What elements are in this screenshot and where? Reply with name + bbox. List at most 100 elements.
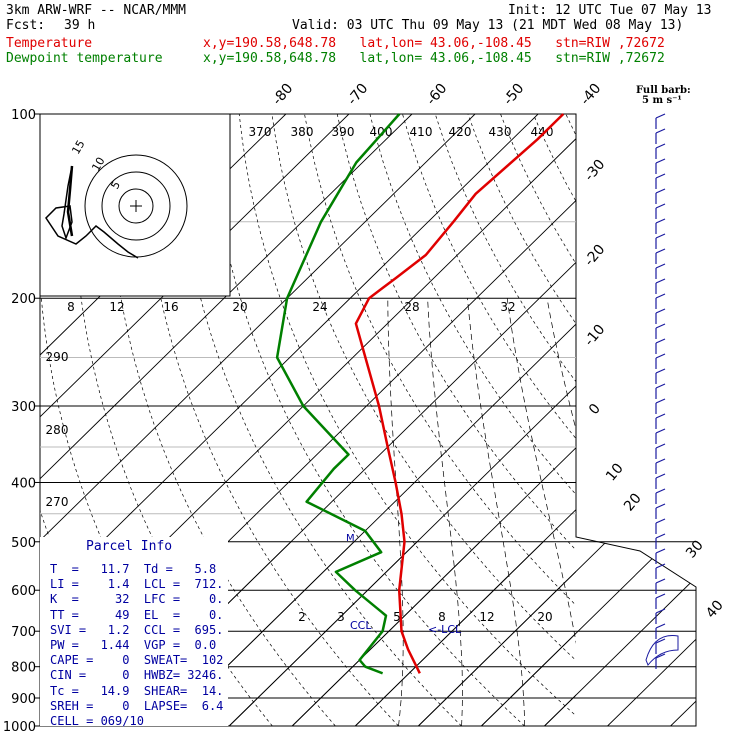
theta-label: 270 — [46, 495, 69, 509]
dry-adiabats — [40, 114, 740, 726]
pressure-tick-label: 900 — [11, 692, 36, 707]
dry-adiabat — [206, 114, 525, 726]
wind-barb-flag — [655, 158, 666, 164]
pressure-tick-label: 400 — [11, 476, 36, 491]
wind-barb-flag — [655, 428, 666, 434]
hodograph-trace-bold — [66, 165, 74, 237]
hodograph-speed-tick: 28 — [404, 300, 419, 314]
m-marker: M — [346, 533, 355, 544]
wind-barb-flag — [655, 113, 666, 119]
dry-adiabat — [565, 114, 576, 137]
wind-barb-flag — [655, 488, 666, 494]
isotherm-line — [481, 541, 670, 726]
isotherm-label: 0 — [586, 401, 604, 418]
wind-barb-flag — [655, 128, 666, 134]
isotherm-line — [291, 447, 576, 726]
hodograph-ring — [101, 171, 171, 241]
moist-adiabat — [427, 298, 463, 726]
wind-barb-flag — [655, 203, 666, 209]
dry-adiabat — [271, 114, 576, 661]
legend-temperature-info: x,y=190.58,648.78 lat,lon= 43.06,-108.45… — [203, 36, 665, 51]
isotherm-label: 10 — [603, 460, 627, 484]
parcel-row: SVI = 1.2 CCL = 695. — [50, 623, 224, 637]
theta-label: 420 — [449, 125, 472, 139]
dry-adiabat — [434, 114, 576, 383]
isotherm-label: -50 — [500, 81, 527, 109]
wind-barb-flag — [655, 278, 666, 284]
dry-adiabat — [532, 114, 576, 203]
parcel-row: CELL = 069/10 — [50, 714, 144, 728]
theta-label: 390 — [332, 125, 355, 139]
theta-label: 290 — [46, 350, 69, 364]
parcel-info-title: Parcel Info — [86, 539, 173, 554]
legend-dewpoint-label: Dewpoint temperature — [6, 51, 163, 66]
dry-adiabat — [697, 114, 740, 726]
hodograph-speed-tick: 24 — [312, 300, 327, 314]
parcel-row: TT = 49 EL = 0. — [50, 608, 224, 622]
wind-barb-flag — [655, 653, 666, 659]
wind-barb-flag — [655, 293, 666, 299]
parcel-row: Tc = 14.9 SHEAR= 14. — [50, 684, 224, 698]
hodograph-trace — [45, 165, 139, 259]
isotherm-line — [40, 114, 350, 418]
isotherm-label: -10 — [581, 322, 608, 350]
hodograph-speed-tick: 32 — [500, 300, 515, 314]
mixing-ratio-label: 12 — [479, 610, 494, 624]
wind-barb-flag — [655, 143, 666, 149]
isotherm-line — [40, 114, 539, 603]
isotherm-label: -60 — [423, 81, 450, 109]
parcel-row: K = 32 LFC = 0. — [50, 592, 224, 606]
isotherm-label: -70 — [344, 81, 371, 109]
isotherm-label: -20 — [581, 242, 608, 270]
pressure-tick-label: 500 — [11, 536, 36, 551]
isotherm-line — [544, 541, 696, 726]
hodograph-frame — [39, 113, 231, 297]
wind-barbs — [645, 113, 679, 669]
isotherm-line — [40, 114, 476, 542]
hodograph-speed-tick: 12 — [109, 300, 124, 314]
wind-barb-flag — [655, 473, 666, 479]
wind-barb-flag — [655, 368, 666, 374]
pressure-tick-label: 700 — [11, 625, 36, 640]
wind-barb-flag — [655, 383, 666, 389]
pressure-tick-label: 100 — [11, 108, 36, 123]
parcel-info-panel: Parcel Info T = 11.7 Td = 5.8 LI = 1.4 L… — [42, 538, 232, 728]
full-barb-label: Full barb: — [636, 85, 691, 96]
dry-adiabat — [107, 114, 336, 726]
wind-barb-flag — [655, 638, 666, 644]
wind-barb-flag — [655, 248, 666, 254]
isotherm-line — [418, 541, 607, 726]
moist-adiabat — [467, 298, 525, 726]
isotherm-line — [607, 541, 696, 726]
wind-barb-flag — [655, 443, 666, 449]
pressure-tick-label: 200 — [11, 292, 36, 307]
dry-adiabat — [304, 114, 576, 606]
pressure-tick-label: 600 — [11, 584, 36, 599]
isotherm-label: -30 — [581, 157, 608, 185]
mixing-ratio-label: 2 — [298, 610, 306, 624]
wind-barb-flag — [655, 533, 666, 539]
wind-barb-flag — [655, 188, 666, 194]
pressure-tick-label: 800 — [11, 661, 36, 676]
dry-adiabat — [500, 114, 576, 265]
theta-label: 370 — [249, 125, 272, 139]
forecast-label: Fcst: — [6, 18, 46, 33]
dry-adiabat — [140, 114, 399, 726]
wind-barb-flag — [655, 623, 666, 629]
mixing-ratio-label: 8 — [438, 610, 446, 624]
mixing-ratio-label: 3 — [337, 610, 345, 624]
wind-barb-flag — [655, 308, 666, 314]
wind-barb-flag — [655, 413, 666, 419]
isotherm-line — [354, 508, 576, 726]
moist-adiabat — [387, 298, 404, 726]
wind-barb-cluster — [645, 635, 679, 666]
isotherm-label: 30 — [683, 537, 707, 561]
profile-dewpoint-temperature — [275, 113, 401, 675]
wind-barb-flag — [655, 548, 666, 554]
full-barb-value: 5 m s⁻¹ — [642, 95, 682, 106]
isotherm-label: 40 — [703, 597, 727, 621]
hodograph-speed-tick: 16 — [163, 300, 178, 314]
parcel-info-backdrop — [40, 537, 228, 726]
wind-barb-flag — [655, 458, 666, 464]
isotherm-line — [608, 114, 740, 726]
